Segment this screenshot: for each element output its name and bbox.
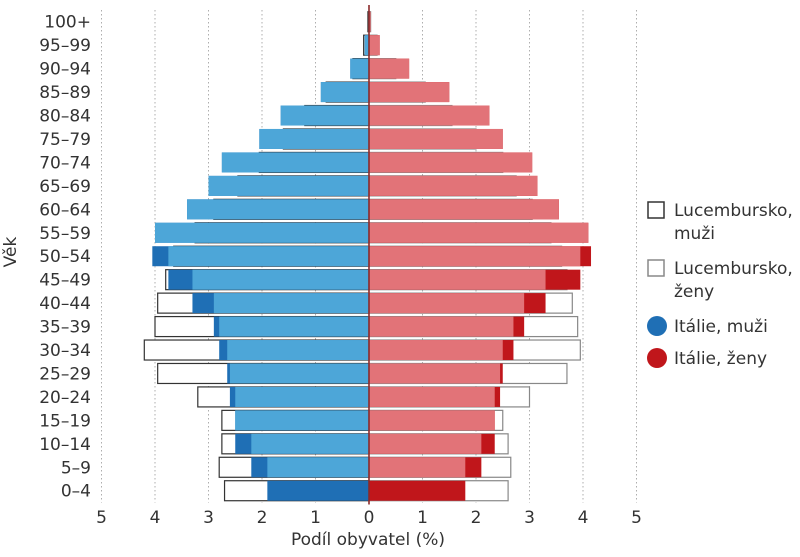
age-group-label: 80–84 [39,107,91,127]
legend-label: ženy [674,282,714,302]
x-tick-label: 5 [631,508,642,528]
age-group-label: 100+ [44,13,91,33]
bar-italie-zeny-base [369,246,581,267]
age-group-label: 35–39 [39,318,91,338]
bar-italie-zeny-base [369,386,495,407]
bar-italie-muzi-base [235,410,369,431]
age-group-label: 95–99 [39,36,91,56]
age-group-label: 50–54 [39,247,91,267]
bar-italie-muzi-base [235,386,369,407]
legend-label: Itálie, muži [674,317,768,337]
age-group-labels: 0–4 5–9 10–14 15–19 20–24 25–29 30–34 35–39 40–4… [39,13,91,502]
x-tick-label: 0 [364,508,375,528]
legend-label: muži [674,224,715,244]
age-group-label: 90–94 [39,60,91,80]
bar-italie-muzi-base [155,222,369,243]
legend-circle-icon [647,348,667,368]
age-group-label: 75–79 [39,130,91,150]
x-tick-label: 5 [96,508,107,528]
bar-italie-zeny-base [369,199,559,220]
age-group-label: 25–29 [39,364,91,384]
age-group-label: 10–14 [39,435,91,455]
x-axis-ticks: 5 4 3 2 1 0 1 2 3 4 5 [96,508,642,528]
bar-italie-muzi-base [229,363,369,384]
bar-italie-zeny-base [369,457,466,478]
bar-italie-zeny-base [369,340,503,361]
bar-italie-muzi-base [187,199,369,220]
bar-italie-muzi-base [227,340,369,361]
bar-italie-muzi-base [364,35,369,56]
bar-italie-zeny-base [369,433,482,454]
bar-italie-muzi-base [280,105,369,126]
age-group-label: 85–89 [39,83,91,103]
bar-italie-muzi-base [350,58,369,79]
age-group-label: 30–34 [39,341,91,361]
x-tick-label: 3 [203,508,214,528]
legend-label: Lucembursko, [674,259,793,279]
age-group-label: 5–9 [61,458,91,478]
bar-italie-zeny [369,480,466,501]
legend: Lucembursko, muži Lucembursko, ženy Itálie, … [647,201,793,369]
legend-label: Itálie, ženy [674,349,767,369]
bar-italie-muzi-base [219,316,369,337]
bar-italie-muzi-base [259,128,369,149]
x-tick-label: 1 [310,508,321,528]
age-group-label: 55–59 [39,224,91,244]
bar-italie-zeny-base [369,105,490,126]
bar-italie-muzi-base [208,175,369,196]
x-tick-label: 4 [150,508,161,528]
bar-italie-muzi-base [320,82,369,103]
x-axis-title: Podíl obyvatel (%) [291,530,445,550]
age-group-label: 65–69 [39,177,91,197]
bar-italie-zeny-base [369,58,410,79]
age-group-label: 20–24 [39,388,91,408]
bar-italie-muzi-base [213,293,369,314]
bar-italie-zeny-base [369,175,538,196]
legend-square-icon [647,201,665,219]
bar-italie-zeny-base [369,11,371,32]
age-group-label: 70–74 [39,153,91,173]
legend-label: Lucembursko, [674,201,793,221]
bar-italie-zeny-base [369,128,503,149]
x-tick-label: 2 [471,508,482,528]
bar-italie-zeny-base [369,269,546,290]
bar-italie-zeny-base [369,35,380,56]
bar-italie-zeny-base [369,293,525,314]
x-tick-label: 1 [417,508,428,528]
bar-italie-muzi [267,480,369,501]
bar-italie-muzi-base [267,457,369,478]
bar-italie-zeny-base [369,222,589,243]
x-tick-label: 4 [578,508,589,528]
bar-italie-muzi-base [251,433,369,454]
bar-italie-muzi-base [221,152,369,173]
age-group-label: 15–19 [39,411,91,431]
bar-italie-zeny-base [369,152,533,173]
age-group-label: 60–64 [39,200,91,220]
bar-italie-zeny-base [369,316,514,337]
x-tick-label: 2 [257,508,268,528]
age-group-label: 0–4 [61,482,91,502]
bars [143,5,592,505]
bar-italie-muzi-base [192,269,369,290]
x-tick-label: 3 [524,508,535,528]
bar-italie-zeny-base [369,82,450,103]
legend-square-icon [647,259,665,277]
bar-italie-zeny-base [369,363,501,384]
bar-italie-muzi-base [168,246,369,267]
age-group-label: 40–44 [39,294,91,314]
legend-circle-icon [647,316,667,336]
bar-italie-zeny-base [369,410,495,431]
age-group-label: 45–49 [39,271,91,291]
y-axis-title: Věk [1,237,21,268]
